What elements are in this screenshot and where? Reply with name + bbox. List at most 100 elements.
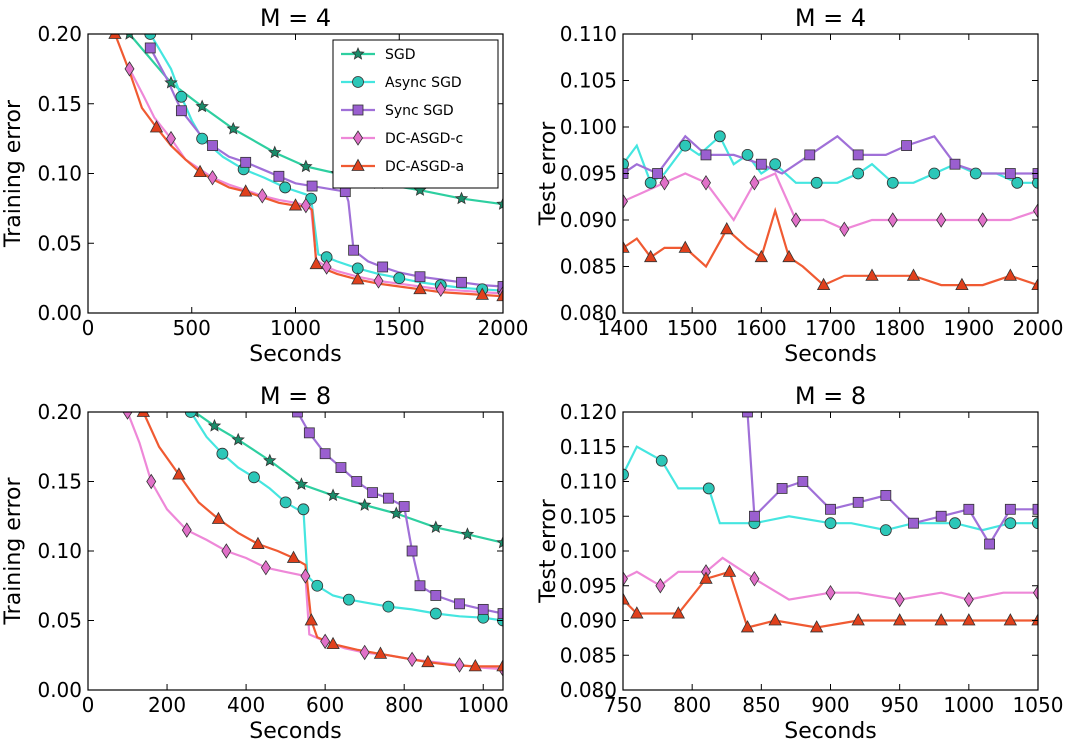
data-point-dc-asgd-c	[320, 633, 331, 650]
data-point-dc-asgd-a	[496, 659, 503, 672]
y-tick-label: 0.110	[560, 22, 617, 46]
y-tick-label: 0.10	[37, 539, 82, 563]
data-point-sync-sgd	[456, 276, 467, 288]
data-point-sync-sgd	[175, 105, 187, 117]
data-point-dc-asgd-a	[809, 620, 824, 633]
data-point-sync-sgd	[430, 590, 442, 601]
data-point-sync-sgd	[414, 580, 426, 592]
data-point-async-sgd	[824, 517, 837, 530]
x-tick-label: 1800	[874, 316, 925, 340]
data-point-dc-asgd-a	[816, 277, 831, 291]
data-point-dc-asgd-a	[326, 636, 340, 650]
y-tick-label: 0.080	[560, 301, 617, 325]
data-point-sgd	[195, 99, 209, 113]
data-point-dc-asgd-c	[122, 412, 133, 420]
data-point-dc-asgd-a	[678, 240, 692, 253]
data-point-dc-asgd-c	[454, 657, 465, 673]
data-point-async-sgd	[949, 517, 961, 530]
data-point-dc-asgd-a	[740, 620, 755, 633]
x-tick-label: 0	[82, 693, 95, 717]
series-line-sync-sgd	[746, 412, 1038, 547]
data-point-sync-sgd	[398, 501, 410, 512]
data-point-async-sgd	[216, 447, 229, 460]
x-axis-label: Seconds	[249, 719, 341, 744]
data-point-sync-sgd	[414, 271, 426, 283]
data-point-sync-sgd	[306, 180, 318, 192]
data-point-async-sgd	[196, 132, 209, 145]
x-tick-label: 1000	[943, 693, 994, 717]
series-line-dc-asgd-c	[623, 172, 1038, 231]
data-point-async-sgd	[741, 148, 754, 161]
y-tick-label: 0.095	[560, 162, 617, 186]
data-point-dc-asgd-c	[1033, 584, 1038, 601]
y-tick-label: 0.15	[37, 92, 82, 116]
y-tick-label: 0.110	[560, 470, 617, 494]
data-point-sync-sgd	[292, 412, 303, 418]
x-axis-label: Seconds	[784, 719, 876, 744]
data-point-sync-sgd	[1004, 168, 1016, 179]
data-point-sync-sgd	[382, 492, 394, 504]
data-point-sync-sgd	[755, 158, 767, 170]
data-point-async-sgd	[810, 176, 823, 189]
data-point-sync-sgd	[319, 448, 331, 460]
data-point-async-sgd	[1032, 176, 1038, 189]
data-point-sync-sgd	[852, 496, 864, 508]
data-point-sync-sgd	[351, 476, 363, 487]
data-point-dc-asgd-c	[1033, 202, 1038, 219]
data-point-sgd	[429, 520, 443, 534]
data-point-async-sgd	[969, 167, 982, 180]
legend-label-dc-asgd-a: DC-ASGD-a	[385, 159, 464, 175]
data-point-dc-asgd-c	[207, 169, 218, 186]
x-tick-label: 1000	[270, 316, 321, 340]
data-point-dc-asgd-a	[906, 268, 921, 281]
data-point-dc-asgd-a	[720, 221, 734, 235]
chart-title: M = 4	[795, 4, 866, 32]
data-point-sgd	[357, 498, 372, 511]
data-point-dc-asgd-a	[782, 249, 796, 263]
data-point-async-sgd	[1011, 176, 1024, 189]
data-point-dc-asgd-c	[407, 651, 418, 668]
x-tick-label: 600	[306, 693, 344, 717]
x-tick-label: 500	[173, 316, 211, 340]
data-point-dc-asgd-a	[251, 536, 265, 549]
data-point-dc-asgd-a	[643, 249, 658, 263]
legend: SGD Async SGD Sync SGD DC-ASGD-c DC-ASGD-a	[332, 39, 499, 189]
data-point-dc-asgd-c	[701, 175, 711, 191]
data-point-async-sgd	[852, 167, 865, 180]
data-point-dc-asgd-a	[136, 412, 151, 417]
data-point-sync-sgd	[935, 510, 947, 522]
data-point-async-sgd	[623, 158, 629, 171]
data-point-async-sgd	[644, 176, 657, 189]
data-point-dc-asgd-a	[768, 613, 782, 626]
x-tick-label: 2000	[1013, 316, 1064, 340]
data-point-dc-asgd-a	[351, 272, 365, 285]
data-point-sync-sgd	[749, 510, 760, 522]
data-point-dc-asgd-a	[108, 34, 122, 39]
data-point-sync-sgd	[949, 158, 961, 170]
data-point-async-sgd	[928, 167, 941, 180]
data-point-dc-asgd-a	[1003, 613, 1018, 626]
data-point-sgd	[226, 121, 240, 135]
data-point-dc-asgd-a	[496, 288, 503, 302]
data-point-dc-asgd-c	[321, 259, 332, 275]
data-point-sync-sgd	[652, 168, 663, 179]
data-point-dc-asgd-c	[373, 273, 384, 289]
data-point-dc-asgd-a	[421, 654, 435, 668]
data-point-dc-asgd-c	[825, 584, 836, 601]
x-tick-label: 200	[148, 693, 186, 717]
x-tick-label: 1500	[667, 316, 718, 340]
y-tick-label: 0.120	[560, 400, 617, 424]
data-point-dc-asgd-c	[790, 212, 801, 228]
y-axis-label: Training error	[1, 477, 26, 626]
x-tick-label: 2000	[478, 316, 529, 340]
y-tick-label: 0.090	[560, 208, 617, 232]
data-point-dc-asgd-a	[699, 571, 713, 584]
y-tick-label: 0.090	[560, 609, 617, 633]
data-point-sync-sgd	[963, 503, 975, 515]
data-point-dc-asgd-a	[373, 646, 388, 659]
y-axis-label: Test error	[536, 498, 561, 604]
x-tick-label: 800	[673, 693, 711, 717]
series-line-dc-asgd-c	[623, 556, 1038, 601]
data-point-sgd	[268, 145, 282, 159]
data-point-sgd	[125, 34, 134, 40]
